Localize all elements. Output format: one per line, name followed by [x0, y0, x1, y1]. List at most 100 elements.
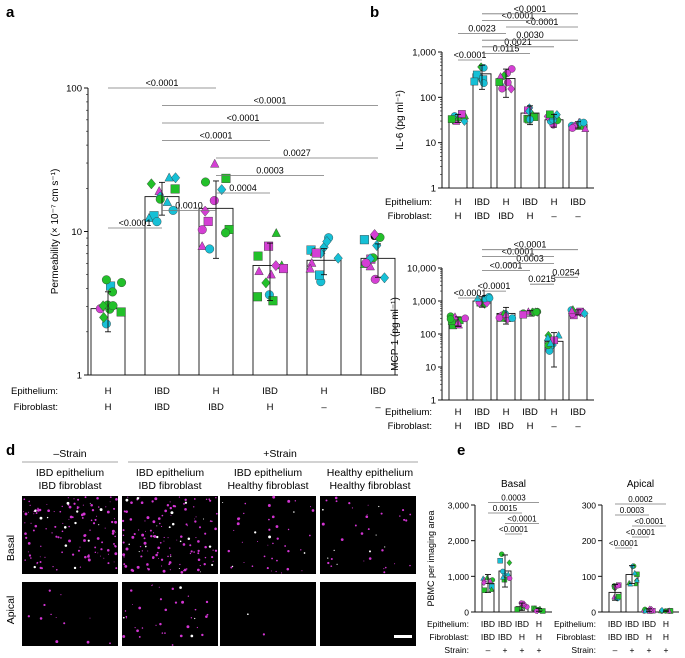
- micrograph-cell: [179, 540, 182, 543]
- micrograph-cell: [96, 515, 98, 517]
- y-tick-label: 100: [420, 330, 436, 341]
- micrograph-cell: [145, 530, 147, 532]
- micrograph-cell: [104, 527, 106, 529]
- micrograph-cell: [205, 600, 209, 604]
- data-point: [162, 197, 173, 206]
- micrograph-cell: [121, 519, 125, 523]
- micrograph-cell: [287, 499, 291, 503]
- micrograph-cell: [251, 565, 254, 568]
- micrograph-cell: [162, 569, 166, 573]
- micrograph-cell: [90, 519, 93, 522]
- micrograph-cell: [96, 496, 99, 500]
- micrograph-cell: [233, 529, 235, 531]
- micrograph-cell: [144, 520, 146, 522]
- micrograph-cell: [99, 555, 101, 557]
- micrograph-cell: [113, 561, 115, 563]
- micrograph-cell: [214, 527, 217, 531]
- row-value: –: [575, 211, 581, 222]
- micrograph-cell: [94, 518, 97, 521]
- micrograph-cell: [153, 532, 155, 534]
- chart-panel-c: 1 10 100 1,000 10,000 MCP-1 (pg ml⁻¹) Epitheli…: [385, 240, 594, 432]
- data-point: [322, 236, 332, 248]
- data-point: [221, 228, 231, 238]
- row-value: H: [267, 402, 274, 413]
- micrograph-cell: [409, 513, 412, 516]
- micrograph-cell: [138, 551, 140, 553]
- micrograph-cell: [168, 561, 172, 564]
- row-value: H: [536, 619, 542, 629]
- p-value: 0.0004: [229, 183, 257, 193]
- data-point: [495, 78, 504, 86]
- micrograph-cell: [131, 569, 135, 572]
- micrograph-cell: [330, 557, 333, 560]
- micrograph-cell: [144, 545, 147, 548]
- data-point: [205, 244, 215, 254]
- micrograph-cell: [169, 569, 171, 571]
- y-tick-label: 100: [420, 93, 436, 104]
- micrograph-cell: [86, 640, 90, 644]
- micrograph-cell: [64, 544, 68, 547]
- bar: [448, 320, 468, 401]
- micrograph-cell: [171, 644, 174, 646]
- micrograph-cell: [212, 549, 214, 551]
- p-value: 0.0021: [504, 37, 532, 47]
- row-value: IBD: [498, 421, 514, 432]
- micrograph-cell: [114, 531, 116, 533]
- micrograph-cell: [111, 529, 115, 533]
- micrograph-cell: [130, 589, 133, 592]
- data-point: [543, 333, 552, 341]
- micrograph-cell: [101, 541, 104, 544]
- micrograph-cell: [24, 522, 26, 524]
- data-point: [500, 568, 506, 575]
- micrograph-cell: [375, 534, 377, 536]
- micrograph-cell: [123, 510, 126, 513]
- micrograph-cell: [87, 555, 90, 558]
- row-label: Strain:: [444, 645, 469, 655]
- micrograph-cell: [303, 552, 306, 554]
- micrograph-cell: [89, 529, 91, 531]
- data-point: [99, 311, 109, 323]
- data-point: [253, 251, 263, 261]
- micrograph-cell: [83, 539, 86, 542]
- panel-label-a: a: [6, 4, 15, 21]
- micrograph-cell: [180, 571, 184, 574]
- micrograph-cell: [257, 540, 259, 543]
- micrograph-cell: [113, 543, 115, 545]
- micrograph-cell: [68, 505, 72, 509]
- micrograph-cell: [215, 497, 217, 499]
- row-label: Fibroblast:: [429, 632, 469, 642]
- column-4-line-2: Healthy fibroblast: [329, 480, 410, 492]
- data-point: [580, 308, 589, 319]
- micrograph-cell: [209, 499, 212, 502]
- micrograph-cell: [94, 546, 97, 549]
- data-point: [370, 229, 380, 241]
- micrograph-cell: [69, 515, 73, 519]
- micrograph-cell: [46, 516, 49, 519]
- micrograph-cell: [99, 508, 103, 512]
- micrograph-cell: [33, 513, 35, 515]
- micrograph-cell: [81, 517, 84, 519]
- micrograph-cell: [365, 515, 369, 519]
- micrograph-cell: [146, 563, 149, 566]
- micrograph-cell: [169, 501, 171, 503]
- micrograph-cell: [308, 534, 311, 537]
- micrograph-cell: [81, 513, 84, 516]
- data-point: [116, 307, 126, 317]
- data-point: [278, 264, 288, 274]
- micrograph-cell: [132, 603, 133, 605]
- panel-label-e: e: [457, 442, 465, 459]
- micrograph-cell: [205, 615, 208, 618]
- data-point: [108, 301, 118, 311]
- micrograph-cell: [59, 510, 62, 513]
- micrograph-cell: [55, 640, 59, 644]
- y-axis-label: PBMC per imaging area: [426, 510, 436, 606]
- data-point: [144, 213, 154, 222]
- data-point: [497, 557, 503, 564]
- micrograph-cell: [167, 555, 169, 558]
- micrograph-cell: [122, 534, 125, 537]
- micrograph-cell: [236, 522, 240, 526]
- row-value: H: [527, 211, 534, 222]
- micrograph-cell: [193, 498, 196, 500]
- micrograph-cell: [380, 512, 383, 515]
- y-tick-label: 1: [431, 396, 436, 407]
